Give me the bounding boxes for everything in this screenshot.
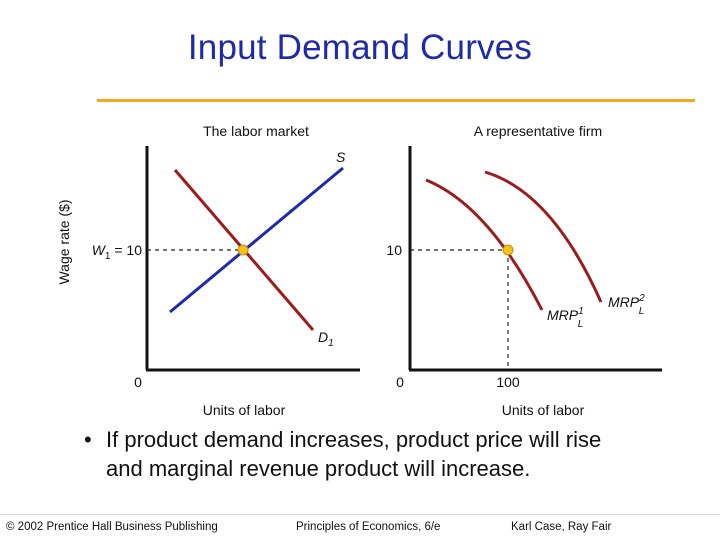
firm-equilibrium-point [502,244,514,256]
supply-label: S [336,149,346,165]
mrp1-label: MRP1 L [547,306,584,330]
labor-market-x-axis-label: Units of labor [203,402,286,418]
bullet-marker: • [84,427,92,452]
labor-market-origin-label: 0 [134,374,142,390]
bullet-text: If product demand increases, product pri… [106,427,602,481]
firm-wage-tick-label: 10 [386,242,402,258]
demand-label: D1 [318,329,334,349]
slide-title: Input Demand Curves [187,28,533,67]
bullet-point: • If product demand increases, product p… [84,425,644,483]
footer-authors: Karl Case, Ray Fair [511,521,612,533]
firm-labor-tick-label: 100 [496,374,520,390]
mrp2-label: MRP2 L [608,293,645,317]
mrp2-curve [484,170,603,303]
footer-publisher: © 2002 Prentice Hall Business Publishing [6,521,218,533]
input-demand-diagram: The labor market Wage rate ($) S D1 W1 =… [56,123,662,418]
footer-book: Principles of Economics, 6/e [296,521,441,533]
title-underline [97,99,695,102]
firm-x-axis-label: Units of labor [502,402,585,418]
mrp1-curve [425,178,544,311]
firm-panel-title: A representative firm [474,123,602,139]
wage-rate-axis-label: Wage rate ($) [56,199,72,284]
wage-w1-label: W1 = 10 [92,242,143,262]
slide-footer: © 2002 Prentice Hall Business Publishing… [0,514,720,541]
representative-firm-panel: A representative firm 10 0 100 MRP1 L MRP… [386,123,662,418]
labor-market-panel: The labor market Wage rate ($) S D1 W1 =… [56,123,360,418]
labor-market-title: The labor market [203,123,309,139]
market-equilibrium-point [237,244,249,256]
supply-curve [169,166,344,314]
firm-origin-label: 0 [396,374,404,390]
